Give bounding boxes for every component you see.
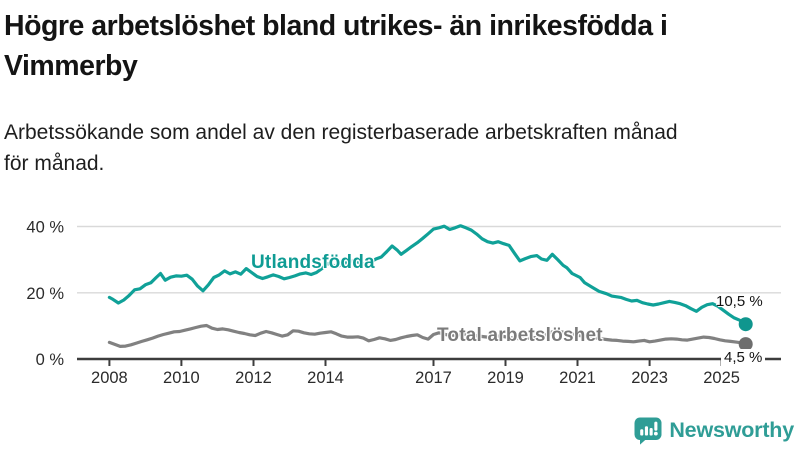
newsworthy-wordmark: Newsworthy [669, 418, 794, 442]
x-axis-tick-label: 2017 [415, 369, 452, 387]
series-line-total [107, 323, 748, 348]
chart-subtitle: Arbetssökande som andel av den registerb… [4, 117, 678, 179]
y-axis-tick-label: 40 % [26, 219, 64, 237]
chart-title: Högre arbetslöshet bland utrikes- än inr… [4, 6, 668, 86]
newsworthy-bubble-chart-icon [634, 417, 662, 445]
chart-title-line-1: Högre arbetslöshet bland utrikes- än inr… [4, 10, 668, 42]
x-axis-tick-label: 2023 [631, 369, 668, 387]
end-value-label-utlandsfodda: 10,5 % [716, 293, 763, 310]
line-chart-area: 0 % 20 % 40 % 2008 2010 2012 2014 2017 2019 2021 2… [0, 200, 800, 400]
series-end-dot-utlandsfodda [738, 317, 753, 332]
series-line-utlandsfodda [107, 224, 748, 326]
y-axis-tick-label: 0 % [36, 351, 65, 369]
x-axis-tick-label: 2025 [703, 369, 740, 387]
newsworthy-logo[interactable]: Newsworthy [633, 416, 794, 445]
x-axis-tick-label: 2012 [235, 369, 272, 387]
end-value-label-total: 4,5 % [721, 349, 766, 366]
y-axis-tick-label: 20 % [26, 285, 64, 303]
chart-title-line-2: Vimmerby [4, 50, 138, 82]
series-end-dot-total [738, 337, 753, 352]
x-axis-tick-label: 2010 [163, 369, 200, 387]
series-label-utlandsfodda: Utlandsfödda [251, 252, 375, 273]
line-chart-svg: 0 % 20 % 40 % 2008 2010 2012 2014 2017 2019 2021 2… [26, 219, 781, 387]
series-label-total-arbetsloshet: Total arbetslöshet [437, 325, 603, 346]
x-axis-tick-label: 2008 [91, 369, 128, 387]
chart-subtitle-line-1: Arbetssökande som andel av den registerb… [4, 121, 678, 144]
x-axis-tick-label: 2014 [307, 369, 344, 387]
x-axis-tick-label: 2019 [487, 369, 524, 387]
x-axis-tick-label: 2021 [559, 369, 596, 387]
chart-subtitle-line-2: för månad. [4, 152, 105, 175]
